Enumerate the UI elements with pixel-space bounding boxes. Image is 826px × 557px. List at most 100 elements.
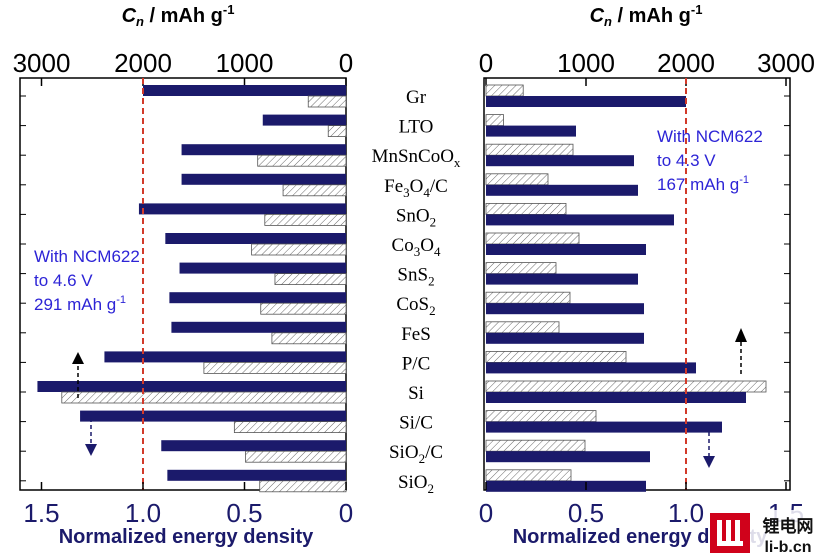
right-energy-bar-Fe3O4/C: [486, 184, 638, 196]
left-up-arrow: [72, 352, 84, 398]
right-capacity-bar-Fe3O4/C: [485, 173, 549, 186]
left-capacity-bar-SnS2: [274, 273, 347, 286]
right-capacity-bar-Co3O4: [485, 232, 580, 245]
category-label-SiO2/C: SiO2/C: [389, 442, 443, 466]
category-label-FeS: FeS: [401, 324, 431, 345]
left-energy-bar-CoS2: [169, 292, 346, 304]
right-energy-bar-Gr: [486, 96, 686, 107]
right-up-arrow: [735, 328, 747, 374]
category-label-CoS2: CoS2: [396, 294, 435, 318]
right-capacity-bar-SiO2: [485, 469, 572, 482]
left-energy-bar-Fe3O4/C: [181, 173, 346, 185]
left-energy-bar-SiO2/C: [161, 440, 346, 452]
category-label-SnS2: SnS2: [397, 265, 434, 289]
left-capacity-bar-Si/C: [233, 421, 347, 434]
right-capacity-bar-MnSnCoOx: [485, 143, 574, 156]
left-capacity-bar-CoS2: [260, 302, 347, 315]
category-label-LTO: LTO: [399, 117, 434, 138]
right-energy-bar-SnS2: [486, 273, 638, 285]
right-capacity-bar-SnS2: [485, 262, 557, 275]
right-capacity-bar-FeS: [485, 321, 560, 334]
svg-text:291 mAh g-1: 291 mAh g-1: [34, 294, 126, 314]
svg-text:167 mAh g-1: 167 mAh g-1: [657, 174, 749, 194]
right-energy-bar-Si/C: [486, 421, 722, 433]
left-capacity-bar-SnO2: [264, 213, 347, 226]
right-energy-bar-FeS: [486, 332, 644, 344]
svg-text:to 4.6 V: to 4.6 V: [34, 271, 93, 290]
left-energy-tick-label: 1.5: [23, 498, 59, 528]
right-energy-bar-MnSnCoOx: [486, 155, 634, 167]
left-capacity-bar-LTO: [327, 125, 347, 137]
left-energy-tick-label: 0.5: [226, 498, 262, 528]
right-energy-bar-SnO2: [486, 214, 674, 226]
left-energy-tick-label: 1.0: [125, 498, 161, 528]
right-bars: [485, 84, 767, 492]
right-capacity-tick-label: 2000: [657, 48, 715, 78]
category-label-Si/C: Si/C: [399, 413, 433, 434]
right-capacity-tick-label: 0: [479, 48, 493, 78]
left-energy-ticks: 1.5 1.0 0.5 0: [23, 482, 353, 528]
right-energy-bar-SiO2: [486, 480, 646, 492]
right-down-arrow: [703, 432, 715, 468]
category-labels: Gr LTO MnSnCoOx Fe3O4/C SnO2 Co3O4 SnS2 CoS2 FeS…: [372, 87, 461, 496]
right-capacity-bar-P/C: [485, 350, 627, 363]
category-label-SiO2: SiO2: [398, 472, 434, 496]
category-label-MnSnCoOx: MnSnCoOx: [372, 146, 461, 170]
left-energy-axis-title: Normalized energy density: [59, 526, 314, 548]
left-energy-bar-FeS: [171, 321, 346, 333]
right-energy-tick-label: 1.0: [668, 498, 704, 528]
right-energy-bar-Co3O4: [486, 244, 646, 255]
watermark-text-bottom: li-b.cn: [764, 539, 811, 556]
left-energy-bar-Co3O4: [165, 233, 346, 244]
right-energy-bar-P/C: [486, 362, 696, 374]
left-capacity-bar-Si: [61, 391, 347, 404]
left-capacity-ticks: 3000 2000 1000 0: [13, 48, 353, 86]
left-capacity-tick-label: 3000: [13, 48, 71, 78]
left-capacity-bar-P/C: [203, 361, 347, 374]
right-capacity-bar-Si/C: [485, 410, 597, 423]
left-energy-bar-MnSnCoOx: [181, 144, 346, 156]
right-capacity-bar-LTO: [485, 114, 504, 126]
watermark-text-top: 锂电网: [763, 516, 814, 536]
left-energy-bar-SnS2: [179, 262, 346, 274]
left-energy-bar-Gr: [143, 85, 346, 96]
right-category-ticks: [784, 95, 790, 482]
left-energy-bar-Si: [37, 381, 346, 392]
category-label-P/C: P/C: [402, 353, 431, 374]
category-label-Gr: Gr: [406, 87, 427, 108]
left-capacity-axis-title: Cn / mAh g-1: [122, 2, 235, 29]
category-label-Co3O4: Co3O4: [392, 235, 441, 259]
right-capacity-bar-Si: [485, 380, 767, 393]
left-energy-bar-P/C: [104, 351, 347, 363]
right-energy-bar-Si: [486, 392, 746, 403]
right-energy-tick-label: 0.5: [568, 498, 604, 528]
right-annotation: With NCM622 to 4.3 V 167 mAh g-1: [657, 127, 763, 194]
right-energy-bar-CoS2: [486, 303, 644, 315]
category-label-Si: Si: [408, 383, 424, 404]
right-capacity-bar-CoS2: [485, 291, 571, 304]
left-capacity-bar-SiO2/C: [245, 450, 347, 463]
watermark-emblem: [717, 520, 743, 546]
right-capacity-ticks: 0 1000 2000 3000: [479, 48, 815, 86]
left-energy-bar-SiO2: [167, 469, 346, 481]
left-capacity-tick-label: 0: [339, 48, 353, 78]
left-capacity-tick-label: 2000: [114, 48, 172, 78]
right-capacity-bar-Gr: [485, 84, 524, 97]
right-capacity-axis-title: Cn / mAh g-1: [590, 2, 703, 29]
left-down-arrow: [85, 418, 97, 456]
left-capacity-tick-label: 1000: [216, 48, 274, 78]
left-capacity-bar-Fe3O4/C: [282, 184, 347, 197]
right-energy-bar-LTO: [486, 125, 576, 137]
watermark-logo: 锂电网 li-b.cn: [708, 510, 826, 557]
left-annotation: With NCM622 to 4.6 V 291 mAh g-1: [34, 247, 140, 314]
right-capacity-bar-SnO2: [485, 202, 567, 215]
right-capacity-tick-label: 3000: [757, 48, 815, 78]
left-bars: [37, 85, 347, 493]
left-capacity-bar-Gr: [307, 95, 347, 108]
left-panel: Cn / mAh g-1 3000 2000 1000 0 1.5 1.0 0.5 0 No…: [13, 2, 354, 548]
svg-text:With NCM622: With NCM622: [34, 247, 140, 266]
left-capacity-bar-FeS: [271, 332, 347, 345]
right-energy-tick-label: 0: [479, 498, 493, 528]
